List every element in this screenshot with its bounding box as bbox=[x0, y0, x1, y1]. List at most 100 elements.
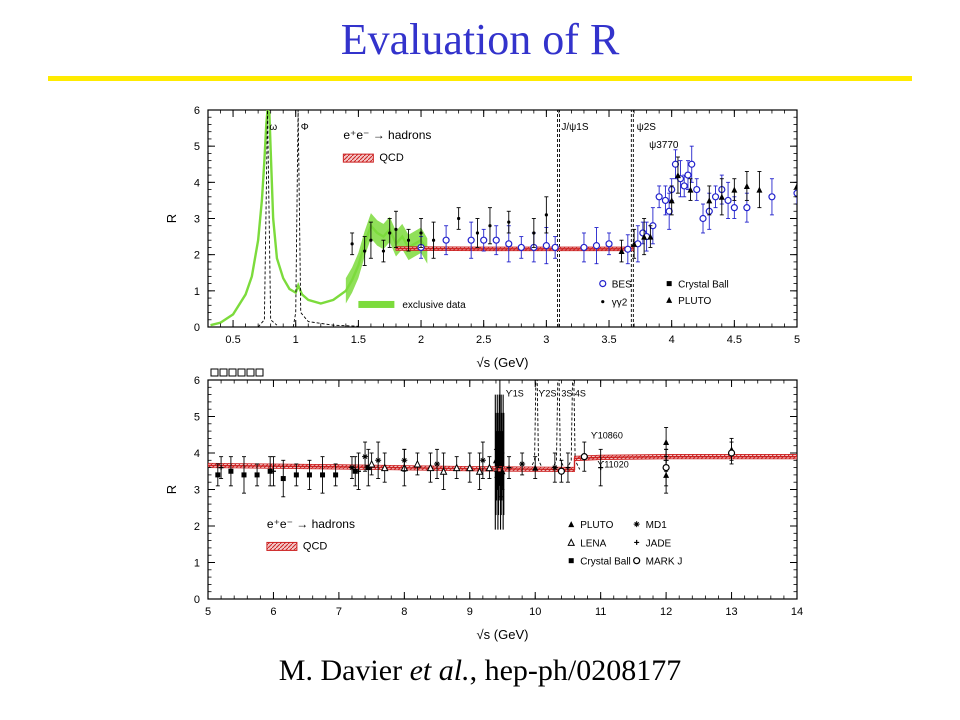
y-tick-label: 6 bbox=[194, 375, 200, 387]
x-tick-label: 1 bbox=[293, 334, 299, 346]
data-point bbox=[517, 243, 525, 252]
data-point bbox=[306, 472, 312, 478]
legend-crystal-ball bbox=[568, 558, 574, 564]
process-label: e⁺e⁻ → hadrons bbox=[267, 517, 355, 531]
resonance-label: Φ bbox=[301, 122, 309, 133]
title-divider bbox=[48, 76, 912, 81]
data-point bbox=[655, 193, 663, 201]
data-point bbox=[580, 243, 588, 252]
data-point bbox=[711, 193, 720, 201]
legend-qcd-swatch bbox=[266, 541, 298, 551]
legend-pluto-marker bbox=[666, 296, 673, 303]
data-point bbox=[768, 193, 776, 201]
legend-label: MD1 bbox=[646, 520, 668, 531]
resonance-label: ψ3770 bbox=[649, 140, 679, 151]
data-point bbox=[426, 463, 435, 472]
data-point bbox=[452, 463, 461, 472]
data-point bbox=[352, 468, 358, 474]
legend-pluto-label: PLUTO bbox=[678, 296, 711, 307]
data-point bbox=[320, 472, 326, 478]
data-point bbox=[439, 467, 448, 475]
data-point bbox=[280, 476, 286, 482]
legend-crystal-ball-label: Crystal Ball bbox=[678, 280, 729, 291]
data-point bbox=[724, 196, 732, 205]
y-tick-label: 4 bbox=[194, 448, 200, 460]
data-point bbox=[743, 182, 750, 189]
data-point bbox=[419, 231, 423, 235]
legend-gg2-label: γγ2 bbox=[612, 298, 628, 309]
legend-md1 bbox=[633, 521, 640, 528]
legend-gg2-marker bbox=[601, 300, 605, 304]
series--2 bbox=[350, 196, 549, 266]
data-point bbox=[618, 248, 625, 255]
resonance-label: ϒ2S bbox=[538, 388, 556, 398]
data-point bbox=[401, 457, 408, 464]
data-point bbox=[492, 236, 500, 244]
data-point bbox=[551, 464, 558, 471]
data-point bbox=[434, 460, 441, 467]
data-point bbox=[498, 479, 504, 485]
data-point bbox=[532, 464, 539, 471]
data-point bbox=[267, 468, 273, 474]
y-tick-label: 0 bbox=[194, 594, 200, 606]
plot-area bbox=[208, 380, 797, 530]
legend-crystal-ball bbox=[666, 281, 672, 287]
resonance-label: ω bbox=[269, 122, 277, 133]
y-tick-label: 6 bbox=[194, 105, 200, 117]
data-point bbox=[519, 460, 526, 467]
data-point bbox=[241, 472, 247, 478]
data-point bbox=[662, 464, 670, 472]
data-point bbox=[661, 196, 670, 205]
legend-marker bbox=[568, 521, 575, 528]
x-tick-label: 8 bbox=[401, 606, 407, 618]
data-point bbox=[665, 207, 673, 215]
y-axis-label: R bbox=[164, 214, 179, 223]
data-point bbox=[496, 454, 502, 460]
citation: M. Davier et al., hep-ph/0208177 bbox=[0, 654, 960, 688]
legend-label: LENA bbox=[580, 538, 606, 549]
data-point bbox=[674, 172, 681, 179]
x-axis-label: √s (GeV) bbox=[477, 627, 529, 642]
data-point bbox=[743, 204, 751, 212]
x-tick-label: 14 bbox=[791, 606, 803, 618]
data-point bbox=[557, 467, 566, 475]
citation-etal: et al. bbox=[409, 654, 470, 687]
data-point bbox=[442, 236, 450, 244]
series-crystal-ball bbox=[215, 445, 504, 498]
legend-pluto bbox=[568, 521, 575, 528]
process-label: e⁺e⁻ → hadrons bbox=[343, 128, 431, 142]
legend-qcd-label: QCD bbox=[379, 152, 404, 164]
legend-marker bbox=[568, 558, 574, 564]
data-point bbox=[671, 160, 680, 168]
x-tick-label: 3.5 bbox=[601, 334, 616, 346]
resonance-label: ϒ11020 bbox=[597, 460, 628, 470]
legend-label: JADE bbox=[646, 538, 672, 549]
resonance-label: ϒ1S bbox=[506, 388, 524, 398]
legend-marker bbox=[634, 539, 640, 545]
y-tick-label: 2 bbox=[194, 521, 200, 533]
slide-title: Evaluation of R bbox=[340, 15, 620, 64]
header-box bbox=[237, 368, 246, 377]
legend-lena bbox=[567, 538, 576, 546]
data-point bbox=[475, 467, 484, 475]
data-point bbox=[380, 463, 389, 472]
data-point bbox=[687, 186, 694, 193]
data-point bbox=[727, 449, 736, 457]
omega-resonance bbox=[257, 110, 278, 327]
legend-jade bbox=[634, 539, 640, 545]
data-point bbox=[479, 457, 486, 464]
x-tick-label: 4 bbox=[669, 334, 675, 346]
data-point bbox=[388, 231, 392, 235]
legend-label: Crystal Ball bbox=[580, 557, 631, 568]
legend-label: MARK J bbox=[646, 557, 683, 568]
data-point bbox=[365, 465, 371, 471]
y-tick-label: 3 bbox=[194, 214, 200, 226]
legend-exclusive-label: exclusive data bbox=[402, 300, 466, 311]
data-point bbox=[631, 240, 638, 247]
data-point bbox=[228, 468, 234, 474]
data-point bbox=[668, 197, 675, 204]
legend-exclusive-swatch bbox=[358, 300, 395, 308]
data-point bbox=[756, 186, 763, 193]
